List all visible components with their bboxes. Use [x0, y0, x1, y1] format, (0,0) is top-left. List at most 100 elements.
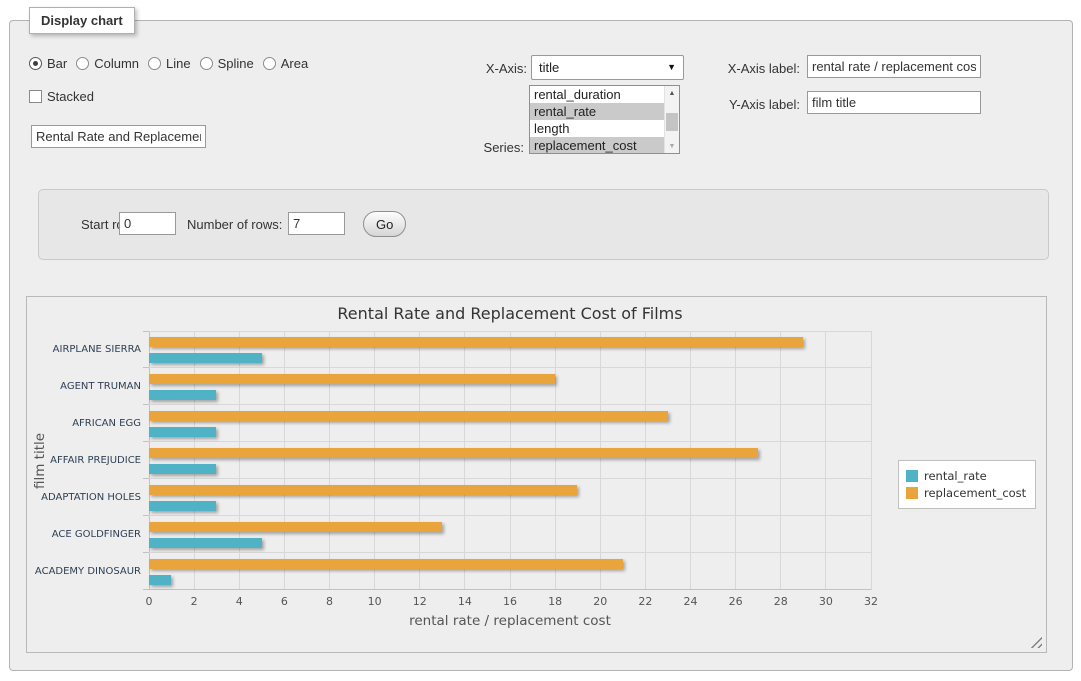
num-rows-label: Number of rows:: [187, 217, 282, 232]
radio-label: Bar: [47, 56, 67, 71]
gridline-y-2: [149, 404, 871, 405]
x-tick-label-18: 18: [535, 595, 575, 608]
x-axis-selected-value: title: [539, 60, 559, 75]
x-tick-label-16: 16: [490, 595, 530, 608]
stacked-checkbox-row[interactable]: Stacked: [29, 88, 94, 104]
category-label: AFRICAN EGG: [17, 418, 141, 429]
series-option-rental_rate[interactable]: rental_rate: [530, 103, 664, 120]
series-option-rental_duration[interactable]: rental_duration: [530, 86, 664, 103]
gridline-y-6: [149, 552, 871, 553]
gridline-y-1: [149, 367, 871, 368]
legend-item-replacement_cost[interactable]: replacement_cost: [906, 486, 1026, 500]
chart-legend: rental_rate replacement_cost: [898, 460, 1036, 509]
radio-icon: [29, 57, 42, 70]
x-tick-label-24: 24: [671, 595, 711, 608]
bar-rental_rate-academy-dinosaur[interactable]: [149, 575, 171, 585]
start-row-input[interactable]: [119, 212, 176, 235]
gridline-y-3: [149, 441, 871, 442]
gridline-y-7: [149, 589, 871, 590]
x-tick-label-14: 14: [445, 595, 485, 608]
chart-type-radio-area[interactable]: Area: [263, 56, 308, 71]
x-tick-label-26: 26: [716, 595, 756, 608]
chart-type-radio-bar[interactable]: Bar: [29, 56, 67, 71]
x-tick-label-6: 6: [264, 595, 304, 608]
gridline-y-5: [149, 515, 871, 516]
x-axis-label-label: X-Axis label:: [703, 61, 800, 76]
chart-type-radio-column[interactable]: Column: [76, 56, 139, 71]
bar-rental_rate-affair-prejudice[interactable]: [149, 464, 216, 474]
series-listbox-label: Series:: [440, 140, 524, 155]
series-option-length[interactable]: length: [530, 120, 664, 137]
legend-label: replacement_cost: [924, 486, 1026, 500]
legend-label: rental_rate: [924, 469, 987, 483]
gridline-y-0: [149, 331, 871, 332]
num-rows-input[interactable]: [288, 212, 345, 235]
bar-rental_rate-airplane-sierra[interactable]: [149, 353, 262, 363]
bar-rental_rate-agent-truman[interactable]: [149, 390, 216, 400]
bar-replacement_cost-agent-truman[interactable]: [149, 374, 555, 384]
resize-grip-icon[interactable]: [1030, 636, 1042, 648]
chart-title-input[interactable]: [31, 125, 206, 148]
series-options: rental_durationrental_ratelengthreplacem…: [530, 86, 664, 153]
y-axis-label-label: Y-Axis label:: [703, 97, 800, 112]
bar-rental_rate-adaptation-holes[interactable]: [149, 501, 216, 511]
bar-rental_rate-ace-goldfinger[interactable]: [149, 538, 262, 548]
bar-replacement_cost-affair-prejudice[interactable]: [149, 448, 758, 458]
legend-item-rental_rate[interactable]: rental_rate: [906, 469, 1026, 483]
dropdown-arrow-icon: ▼: [667, 63, 676, 72]
x-tick-label-30: 30: [806, 595, 846, 608]
scroll-down-icon[interactable]: ▼: [665, 139, 679, 153]
radio-icon: [148, 57, 161, 70]
radio-label: Column: [94, 56, 139, 71]
category-tick: [143, 367, 149, 368]
legend-swatch-icon: [906, 487, 918, 499]
category-label: ACE GOLDFINGER: [17, 529, 141, 540]
x-axis-select[interactable]: title ▼: [531, 55, 684, 80]
chart-x-axis-title: rental rate / replacement cost: [149, 613, 871, 629]
x-tick-label-20: 20: [580, 595, 620, 608]
series-option-replacement_cost[interactable]: replacement_cost: [530, 137, 664, 154]
x-tick-label-32: 32: [851, 595, 891, 608]
x-tick-label-4: 4: [219, 595, 259, 608]
radio-icon: [263, 57, 276, 70]
chart-plot-area: 02468101214161820222426283032AIRPLANE SI…: [149, 331, 871, 590]
category-tick: [143, 404, 149, 405]
chart-type-radio-group: Bar Column Line Spline Area: [29, 55, 317, 71]
x-tick-label-22: 22: [625, 595, 665, 608]
x-tick-label-8: 8: [310, 595, 350, 608]
bar-replacement_cost-academy-dinosaur[interactable]: [149, 559, 623, 569]
chart-type-radio-line[interactable]: Line: [148, 56, 191, 71]
stacked-label: Stacked: [47, 89, 94, 104]
x-tick-label-0: 0: [129, 595, 169, 608]
chart-title: Rental Rate and Replacement Cost of Film…: [149, 304, 871, 323]
category-label: AFFAIR PREJUDICE: [17, 455, 141, 466]
chart-type-radio-spline[interactable]: Spline: [200, 56, 254, 71]
scrollbar-thumb[interactable]: [666, 113, 678, 131]
bar-replacement_cost-airplane-sierra[interactable]: [149, 337, 803, 347]
chart-panel: Rental Rate and Replacement Cost of Film…: [26, 296, 1047, 653]
series-listbox[interactable]: rental_durationrental_ratelengthreplacem…: [529, 85, 680, 154]
radio-icon: [76, 57, 89, 70]
y-axis-label-input[interactable]: [807, 91, 981, 114]
bar-replacement_cost-african-egg[interactable]: [149, 411, 668, 421]
radio-label: Area: [281, 56, 308, 71]
gridline-y-4: [149, 478, 871, 479]
bar-rental_rate-african-egg[interactable]: [149, 427, 216, 437]
category-tick: [143, 331, 149, 332]
row-range-panel: Start row: Number of rows: Go: [38, 189, 1049, 260]
x-axis-label-input[interactable]: [807, 55, 981, 78]
category-label: AGENT TRUMAN: [17, 381, 141, 392]
go-button[interactable]: Go: [363, 211, 406, 237]
category-tick: [143, 441, 149, 442]
legend-swatch-icon: [906, 470, 918, 482]
scroll-up-icon[interactable]: ▲: [665, 86, 679, 100]
series-scrollbar[interactable]: ▲ ▼: [664, 86, 679, 153]
radio-icon: [200, 57, 213, 70]
x-axis-select-label: X-Axis:: [440, 61, 527, 76]
radio-label: Line: [166, 56, 191, 71]
x-tick-label-10: 10: [355, 595, 395, 608]
bar-replacement_cost-adaptation-holes[interactable]: [149, 485, 577, 495]
bar-replacement_cost-ace-goldfinger[interactable]: [149, 522, 442, 532]
stacked-checkbox[interactable]: [29, 90, 42, 103]
category-tick: [143, 552, 149, 553]
